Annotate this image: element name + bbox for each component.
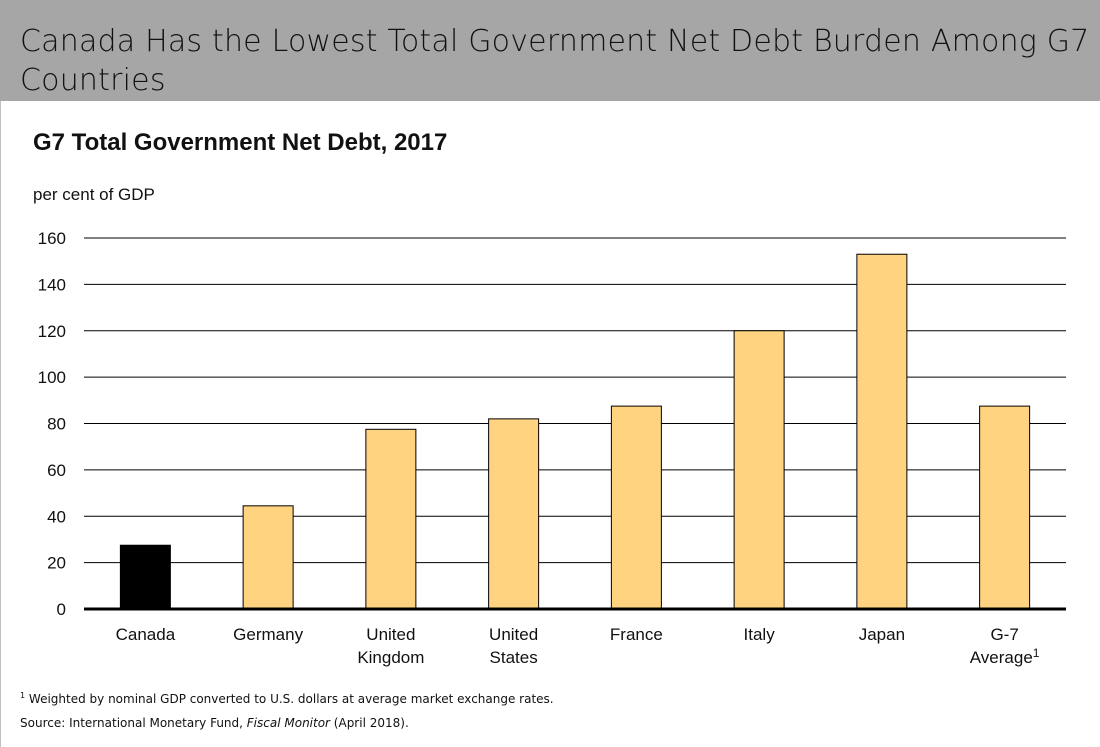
footnote-marker: 1 xyxy=(20,691,26,700)
source-suffix: (April 2018). xyxy=(329,716,409,730)
x-tick-label: Canada xyxy=(116,625,176,644)
y-tick-label: 120 xyxy=(38,322,66,341)
source-publication: Fiscal Monitor xyxy=(246,716,330,730)
footnote: 1 Weighted by nominal GDP converted to U… xyxy=(20,691,554,707)
x-tick-label: United Kingdom xyxy=(357,625,424,667)
y-tick-label: 160 xyxy=(38,229,66,248)
y-tick-label: 0 xyxy=(57,600,66,619)
frame-border xyxy=(0,101,1,747)
bar xyxy=(365,428,417,610)
x-tick-label: United States xyxy=(489,625,538,667)
bar xyxy=(119,544,171,610)
y-tick-label: 20 xyxy=(47,554,66,573)
bar xyxy=(733,330,785,610)
y-tick-label: 140 xyxy=(38,275,66,294)
bar xyxy=(856,253,908,610)
x-tick-label: G-7 Average1 xyxy=(970,625,1040,667)
footnote-text: Weighted by nominal GDP converted to U.S… xyxy=(28,692,554,706)
x-tick-label: Germany xyxy=(233,625,303,644)
bar xyxy=(610,405,662,610)
x-tick-label: France xyxy=(610,625,663,644)
bar xyxy=(242,505,294,610)
y-tick-label: 80 xyxy=(47,415,66,434)
bar-chart: 0 20 40 60 80 100 120 140 160 Canada Germany United… xyxy=(38,229,1066,667)
source-prefix: Source: International Monetary Fund, xyxy=(20,716,247,730)
x-tick-label: Japan xyxy=(859,625,905,644)
slide-title: Canada Has the Lowest Total Government N… xyxy=(20,24,1090,98)
y-tick-label: 60 xyxy=(47,461,66,480)
y-tick-label: 100 xyxy=(38,368,66,387)
source-note: Source: International Monetary Fund, Fis… xyxy=(20,716,409,730)
slide-header: Canada Has the Lowest Total Government N… xyxy=(0,0,1100,101)
bar xyxy=(488,418,540,610)
y-tick-label: 40 xyxy=(47,507,66,526)
x-tick-label: Italy xyxy=(744,625,776,644)
chart-title: G7 Total Government Net Debt, 2017 xyxy=(33,129,448,156)
bar xyxy=(979,405,1031,610)
y-axis-unit-label: per cent of GDP xyxy=(33,185,155,204)
